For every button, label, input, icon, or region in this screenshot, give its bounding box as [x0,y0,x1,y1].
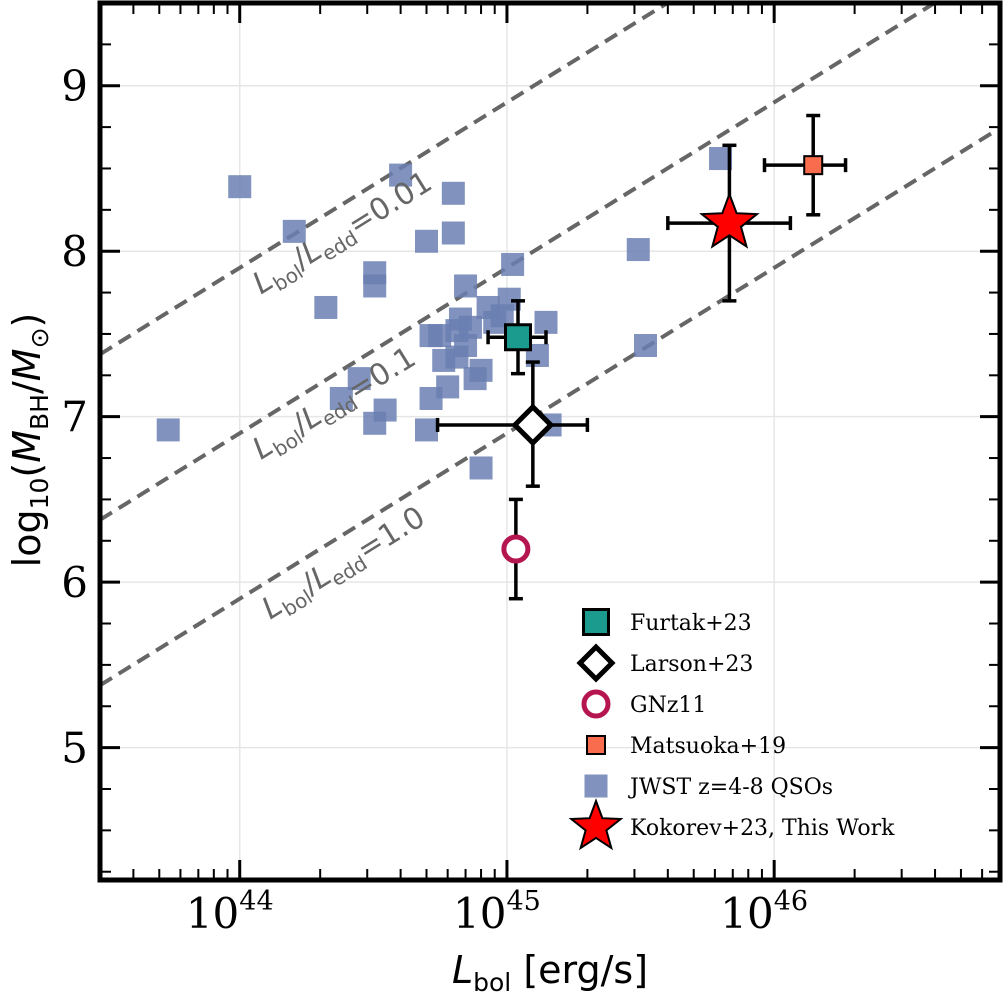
x-tick-base: 10 [453,889,506,938]
data-point [504,323,533,352]
y-tick-label: 9 [61,62,88,111]
eddington-label: Lbol/Ledd=0.01 [247,165,441,305]
qso-point [329,386,353,410]
legend-entry: JWST z=4-8 QSOs [584,774,833,800]
y-axis-slash: / [5,381,49,394]
y-axis-prefix: log [5,509,49,567]
y-tick-label: 7 [61,393,88,442]
y-axis-m1: M [5,430,49,463]
qso-point [626,238,650,262]
legend-entry: GNz11 [581,689,706,719]
x-tick-exp: 46 [774,886,808,917]
qso-point [314,295,338,319]
plot-border [97,0,1003,883]
qso-point [436,375,460,399]
eddington-line [100,3,672,357]
edd-label-value: =1.0 [351,500,431,568]
x-tick-exp: 44 [239,886,273,917]
eddington-lines [100,3,1000,687]
y-axis-title: log10(MBH/M⊙) [5,313,54,568]
legend-label: Furtak+23 [630,611,752,636]
qso-point [347,367,371,391]
data-point [501,534,531,564]
y-axis-close: ) [5,313,49,328]
eddington-label: Lbol/Ledd=0.1 [247,340,424,470]
series-jwst-z-4-8-qsos [156,147,733,480]
y-axis-open: ( [5,463,49,478]
tick-labels: Lbol/Ledd=0.01 Lbol/Ledd=0.1 Lbol/Ledd=1.0… [61,62,808,938]
legend-label: JWST z=4-8 QSOs [628,775,833,800]
x-tick-base: 10 [720,889,773,938]
edd-label-value: =0.1 [342,340,422,408]
legend-label: GNz11 [630,693,706,718]
x-tick-base: 10 [186,889,239,938]
series-kokorev-23-this-work [666,143,793,303]
legend-marker [582,608,610,636]
legend-label: Matsuoka+19 [630,734,786,759]
qso-point [709,147,733,171]
qso-point [454,334,478,358]
qso-point [454,274,478,298]
x-tick-label: 1044 [186,886,274,938]
legend-entry: Furtak+23 [582,608,752,636]
eddington-line [100,3,939,522]
data-point [803,155,824,176]
qso-point [363,274,387,298]
y-tick-label: 5 [61,724,88,773]
data-point [699,191,760,249]
eddington-line [100,126,1000,687]
legend-entry: Larson+23 [576,643,753,683]
x-axis-symbol: L [452,948,473,992]
qso-point [389,163,413,187]
qso-point [501,252,525,276]
legend-label: Larson+23 [630,652,753,677]
y-axis-m2: M [5,348,49,381]
legend-entry: Kokorev+23, This Work [568,798,895,851]
qso-point [428,324,452,348]
x-axis-unit: [erg/s] [511,948,648,992]
legend-marker [568,798,624,851]
legend-marker [586,735,606,755]
legend-entry: Matsuoka+19 [586,734,786,759]
qso-point [497,287,521,311]
eddington-label: Lbol/Ledd=1.0 [256,500,433,630]
qso-point [441,181,465,205]
legend-label: Kokorev+23, This Work [630,816,895,841]
qso-point [415,229,439,253]
plot-frame [97,0,1003,883]
x-tick-label: 1046 [720,886,808,938]
x-tick-exp: 45 [506,886,540,917]
legend-marker [576,643,616,683]
x-tick-label: 1045 [453,886,541,938]
qso-point [282,219,306,243]
qso-point [469,358,493,382]
series-furtak-23 [486,299,548,376]
qso-point [534,310,558,334]
qso-point [634,334,658,358]
x-axis-sub: bol [473,968,511,993]
series-larson-23 [435,360,590,488]
series-gnz11 [501,497,531,601]
y-tick-label: 6 [61,558,88,607]
y-tick-label: 8 [61,227,88,276]
y-axis-bh-sub: BH [25,394,54,430]
qso-point [373,398,397,422]
qso-point [458,315,482,339]
y-axis-sun-sub: ⊙ [25,327,54,348]
x-axis-title: Lbol [erg/s] [452,948,648,993]
qso-point [156,418,180,442]
data-point [511,403,555,447]
series-matsuoka-19 [762,113,848,217]
qso-point [441,221,465,245]
qso-point [469,456,493,480]
legend-marker [584,774,608,798]
data-layer [156,113,848,601]
grid-layer [100,3,1000,880]
qso-point [415,418,439,442]
legend-marker [581,689,611,719]
qso-point [228,175,252,199]
y-axis-prefix-sub: 10 [25,478,54,510]
legend: Furtak+23 Larson+23 GNz11 Matsuoka+19 JWST z… [568,608,895,851]
